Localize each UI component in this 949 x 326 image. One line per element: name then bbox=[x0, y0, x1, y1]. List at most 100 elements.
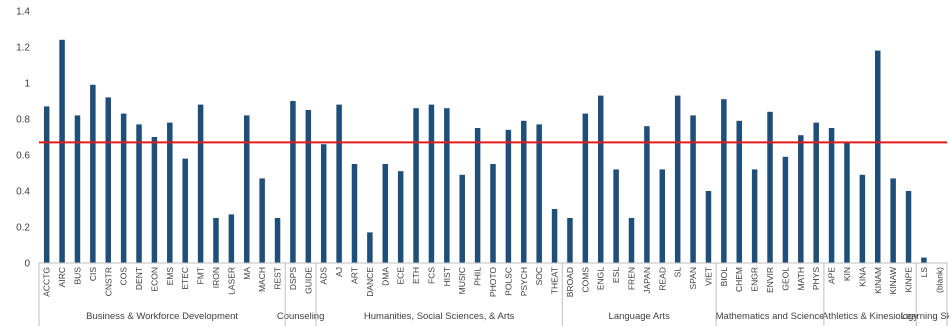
y-tick-label: 0.4 bbox=[16, 187, 30, 198]
bar-aj bbox=[336, 104, 342, 263]
x-tick-label: MACH bbox=[257, 267, 267, 292]
bar-japan bbox=[644, 126, 650, 263]
x-tick-label: BROAD bbox=[565, 267, 575, 297]
bar-chem bbox=[736, 120, 742, 263]
bar-dance bbox=[367, 232, 373, 263]
bar-psych bbox=[521, 120, 527, 263]
bar-cos bbox=[120, 113, 127, 263]
x-tick-label: ENGR bbox=[750, 267, 760, 292]
bar-kin bbox=[844, 142, 850, 263]
bar-viet bbox=[705, 191, 712, 263]
bar-iron bbox=[213, 218, 219, 263]
bar-laser bbox=[228, 214, 235, 263]
x-tick-label: SPAN bbox=[688, 267, 698, 290]
y-axis: 0 0.2 0.4 0.6 0.8 1 1.2 1.4 bbox=[16, 7, 30, 270]
x-tick-label: VIET bbox=[703, 267, 713, 286]
bar-ads bbox=[320, 144, 327, 263]
x-tick-label: SOC bbox=[534, 267, 544, 285]
x-tick-label: CNSTR bbox=[103, 267, 113, 296]
bar-kinpe bbox=[905, 191, 912, 263]
x-tick-label: ECE bbox=[396, 267, 406, 285]
x-tick-label: FMT bbox=[196, 267, 206, 284]
x-tick-label: THEAT bbox=[550, 267, 560, 294]
bar-envir bbox=[767, 111, 773, 263]
x-tick-label: KINAM bbox=[873, 267, 883, 294]
bar-airc bbox=[59, 39, 65, 263]
bar-dma bbox=[382, 164, 389, 263]
x-tick-label: LASER bbox=[226, 267, 236, 295]
bar-fren bbox=[628, 218, 635, 263]
bar-eth bbox=[413, 108, 419, 263]
bar-art bbox=[351, 164, 358, 263]
x-tick-label: HIST bbox=[442, 267, 452, 286]
bar-ece bbox=[397, 171, 404, 263]
bar-cis bbox=[90, 84, 96, 263]
bar-engl bbox=[597, 95, 604, 263]
x-tick-label: ART bbox=[349, 267, 359, 284]
bar-dent bbox=[136, 124, 142, 264]
group-label: Learning Skills bbox=[901, 311, 949, 322]
y-tick-label: 0.6 bbox=[16, 151, 30, 162]
x-tick-label: JAPAN bbox=[642, 267, 652, 294]
x-tick-label: APE bbox=[827, 267, 837, 284]
bar-fcs bbox=[428, 104, 435, 263]
x-tick-label: AJ bbox=[334, 267, 344, 277]
x-tick-label: AIRC bbox=[57, 267, 67, 287]
x-tick-label: MUSIC bbox=[457, 267, 467, 294]
x-tick-label: DANCE bbox=[365, 267, 375, 297]
x-axis: ACCTG AIRC BUS CIS CNSTR COS DENT ECON EMS ETEC FM… bbox=[38, 262, 949, 326]
x-tick-label: KIN bbox=[842, 267, 852, 281]
bar-coms bbox=[582, 113, 589, 263]
x-tick-label: POLSC bbox=[503, 267, 513, 296]
bar-photo bbox=[490, 164, 496, 263]
x-tick-label: ESL bbox=[611, 267, 621, 283]
x-tick-label: (blank) bbox=[934, 267, 944, 293]
bar-kinaw bbox=[890, 178, 896, 263]
x-tick-label: ECON bbox=[149, 267, 159, 292]
x-tick-label: ETH bbox=[411, 267, 421, 284]
group-label: Business & Workforce Development bbox=[86, 311, 238, 322]
bar-theat bbox=[551, 209, 558, 263]
bar-ma bbox=[244, 115, 250, 264]
bar-soc bbox=[536, 124, 542, 264]
x-tick-label: PHIL bbox=[473, 267, 483, 286]
bar-phil bbox=[474, 128, 481, 263]
bar-econ bbox=[151, 137, 158, 263]
x-tick-label: GUIDE bbox=[303, 267, 313, 294]
bar-polsc bbox=[505, 129, 512, 263]
x-tick-label: ADS bbox=[319, 267, 329, 285]
bar-guide bbox=[305, 110, 312, 263]
bar-engr bbox=[751, 169, 758, 263]
x-tick-label: DENT bbox=[134, 267, 144, 290]
bar-read bbox=[659, 169, 666, 263]
x-tick-label: COMS bbox=[580, 267, 590, 293]
x-tick-label: KINA bbox=[857, 267, 867, 287]
bar-phys bbox=[813, 122, 819, 263]
x-tick-label: ENGL bbox=[596, 267, 606, 290]
x-tick-label: CHEM bbox=[734, 267, 744, 292]
bar-acctg bbox=[43, 106, 50, 264]
group-label: Counseling bbox=[277, 311, 325, 322]
x-tick-label: PSYCH bbox=[519, 267, 529, 296]
bar-kina bbox=[859, 174, 866, 263]
group-label: Humanities, Social Sciences, & Arts bbox=[364, 311, 515, 322]
bar-esl bbox=[613, 169, 619, 263]
bar-etec bbox=[182, 158, 188, 263]
x-tick-label: MA bbox=[242, 267, 252, 280]
x-tick-label: KINPE bbox=[904, 267, 914, 293]
x-tick-label: FREN bbox=[627, 267, 637, 290]
x-tick-label: EMS bbox=[165, 267, 175, 286]
bar-ems bbox=[167, 122, 173, 263]
bar-broad bbox=[567, 218, 573, 263]
y-tick-label: 0.2 bbox=[16, 223, 30, 234]
y-tick-label: 0.8 bbox=[16, 115, 30, 126]
bar-ls bbox=[921, 257, 927, 263]
bar-kinam bbox=[875, 50, 881, 263]
bar-ape bbox=[828, 128, 835, 263]
x-tick-label: KINAW bbox=[888, 267, 898, 295]
bar-mach bbox=[259, 178, 265, 263]
x-tick-label: READ bbox=[657, 267, 667, 291]
bar-rest bbox=[274, 218, 281, 263]
y-tick-label: 1 bbox=[24, 79, 30, 90]
